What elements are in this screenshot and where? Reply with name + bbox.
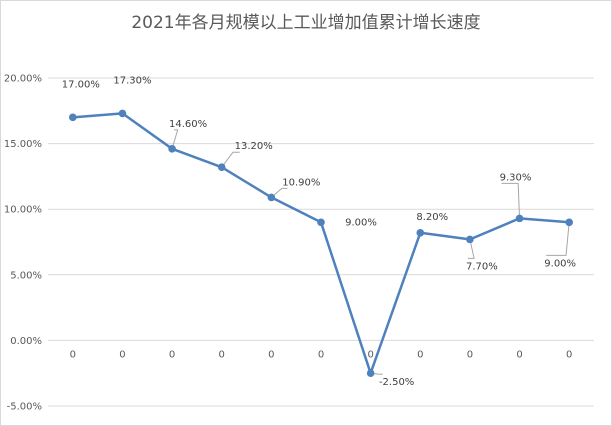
data-label: 17.00% <box>62 79 100 90</box>
x-tick-label: 0 <box>566 349 572 360</box>
data-points <box>69 109 573 378</box>
data-label: 13.20% <box>235 141 273 152</box>
series-line-layer <box>72 112 570 375</box>
label-leader <box>171 129 179 149</box>
data-labels: 17.00% 17.30% 14.60% 13.20% 10.90% 9.00% -2.50… <box>62 75 576 388</box>
y-tick-label: 0.00% <box>10 336 42 347</box>
data-label: 8.20% <box>416 212 448 223</box>
x-axis-ticks: 0 0 0 0 0 0 0 0 0 0 0 <box>70 349 573 360</box>
x-tick-label: 0 <box>219 349 225 360</box>
data-label: 10.90% <box>282 177 320 188</box>
x-tick-label: 0 <box>516 349 522 360</box>
chart-title: 2021年各月规模以上工业增加值累计增长速度 <box>131 13 481 33</box>
data-point <box>416 229 425 237</box>
data-label: 17.30% <box>113 75 151 86</box>
data-label: -2.50% <box>379 377 414 388</box>
label-leaders <box>171 129 570 375</box>
data-point <box>267 193 276 202</box>
x-tick-label: 0 <box>318 349 324 360</box>
data-point <box>217 163 226 172</box>
data-point <box>366 369 375 378</box>
label-leader <box>271 187 288 198</box>
data-point <box>69 113 77 122</box>
label-leader <box>221 151 240 168</box>
data-point <box>466 235 474 244</box>
label-leader <box>501 182 521 219</box>
y-tick-label: 20.00% <box>4 74 42 85</box>
data-point <box>317 218 325 227</box>
series-line <box>72 112 570 375</box>
y-tick-label: 10.00% <box>4 205 42 216</box>
x-tick-label: 0 <box>70 349 76 360</box>
y-tick-label: 15.00% <box>4 139 42 150</box>
label-leader <box>467 239 475 259</box>
data-point <box>168 145 176 153</box>
x-tick-label: 0 <box>119 349 125 360</box>
x-tick-label: 0 <box>169 349 175 360</box>
data-label: 9.00% <box>345 217 377 228</box>
data-point <box>515 214 524 223</box>
y-tick-label: -5.00% <box>7 402 42 413</box>
data-label: 9.30% <box>500 172 532 183</box>
data-label: 7.70% <box>466 261 498 272</box>
x-tick-label: 0 <box>417 349 423 360</box>
data-label: 9.00% <box>544 258 576 269</box>
y-axis-ticks: 20.00% 15.00% 10.00% 5.00% 0.00% -5.00% <box>4 74 42 413</box>
x-tick-label: 0 <box>268 349 274 360</box>
data-point <box>565 218 573 227</box>
data-label: 14.60% <box>169 119 207 130</box>
x-tick-label: 0 <box>467 349 473 360</box>
x-tick-label: 0 <box>367 349 373 360</box>
label-leader <box>546 222 570 256</box>
y-tick-label: 5.00% <box>10 270 42 281</box>
data-point <box>118 109 127 118</box>
